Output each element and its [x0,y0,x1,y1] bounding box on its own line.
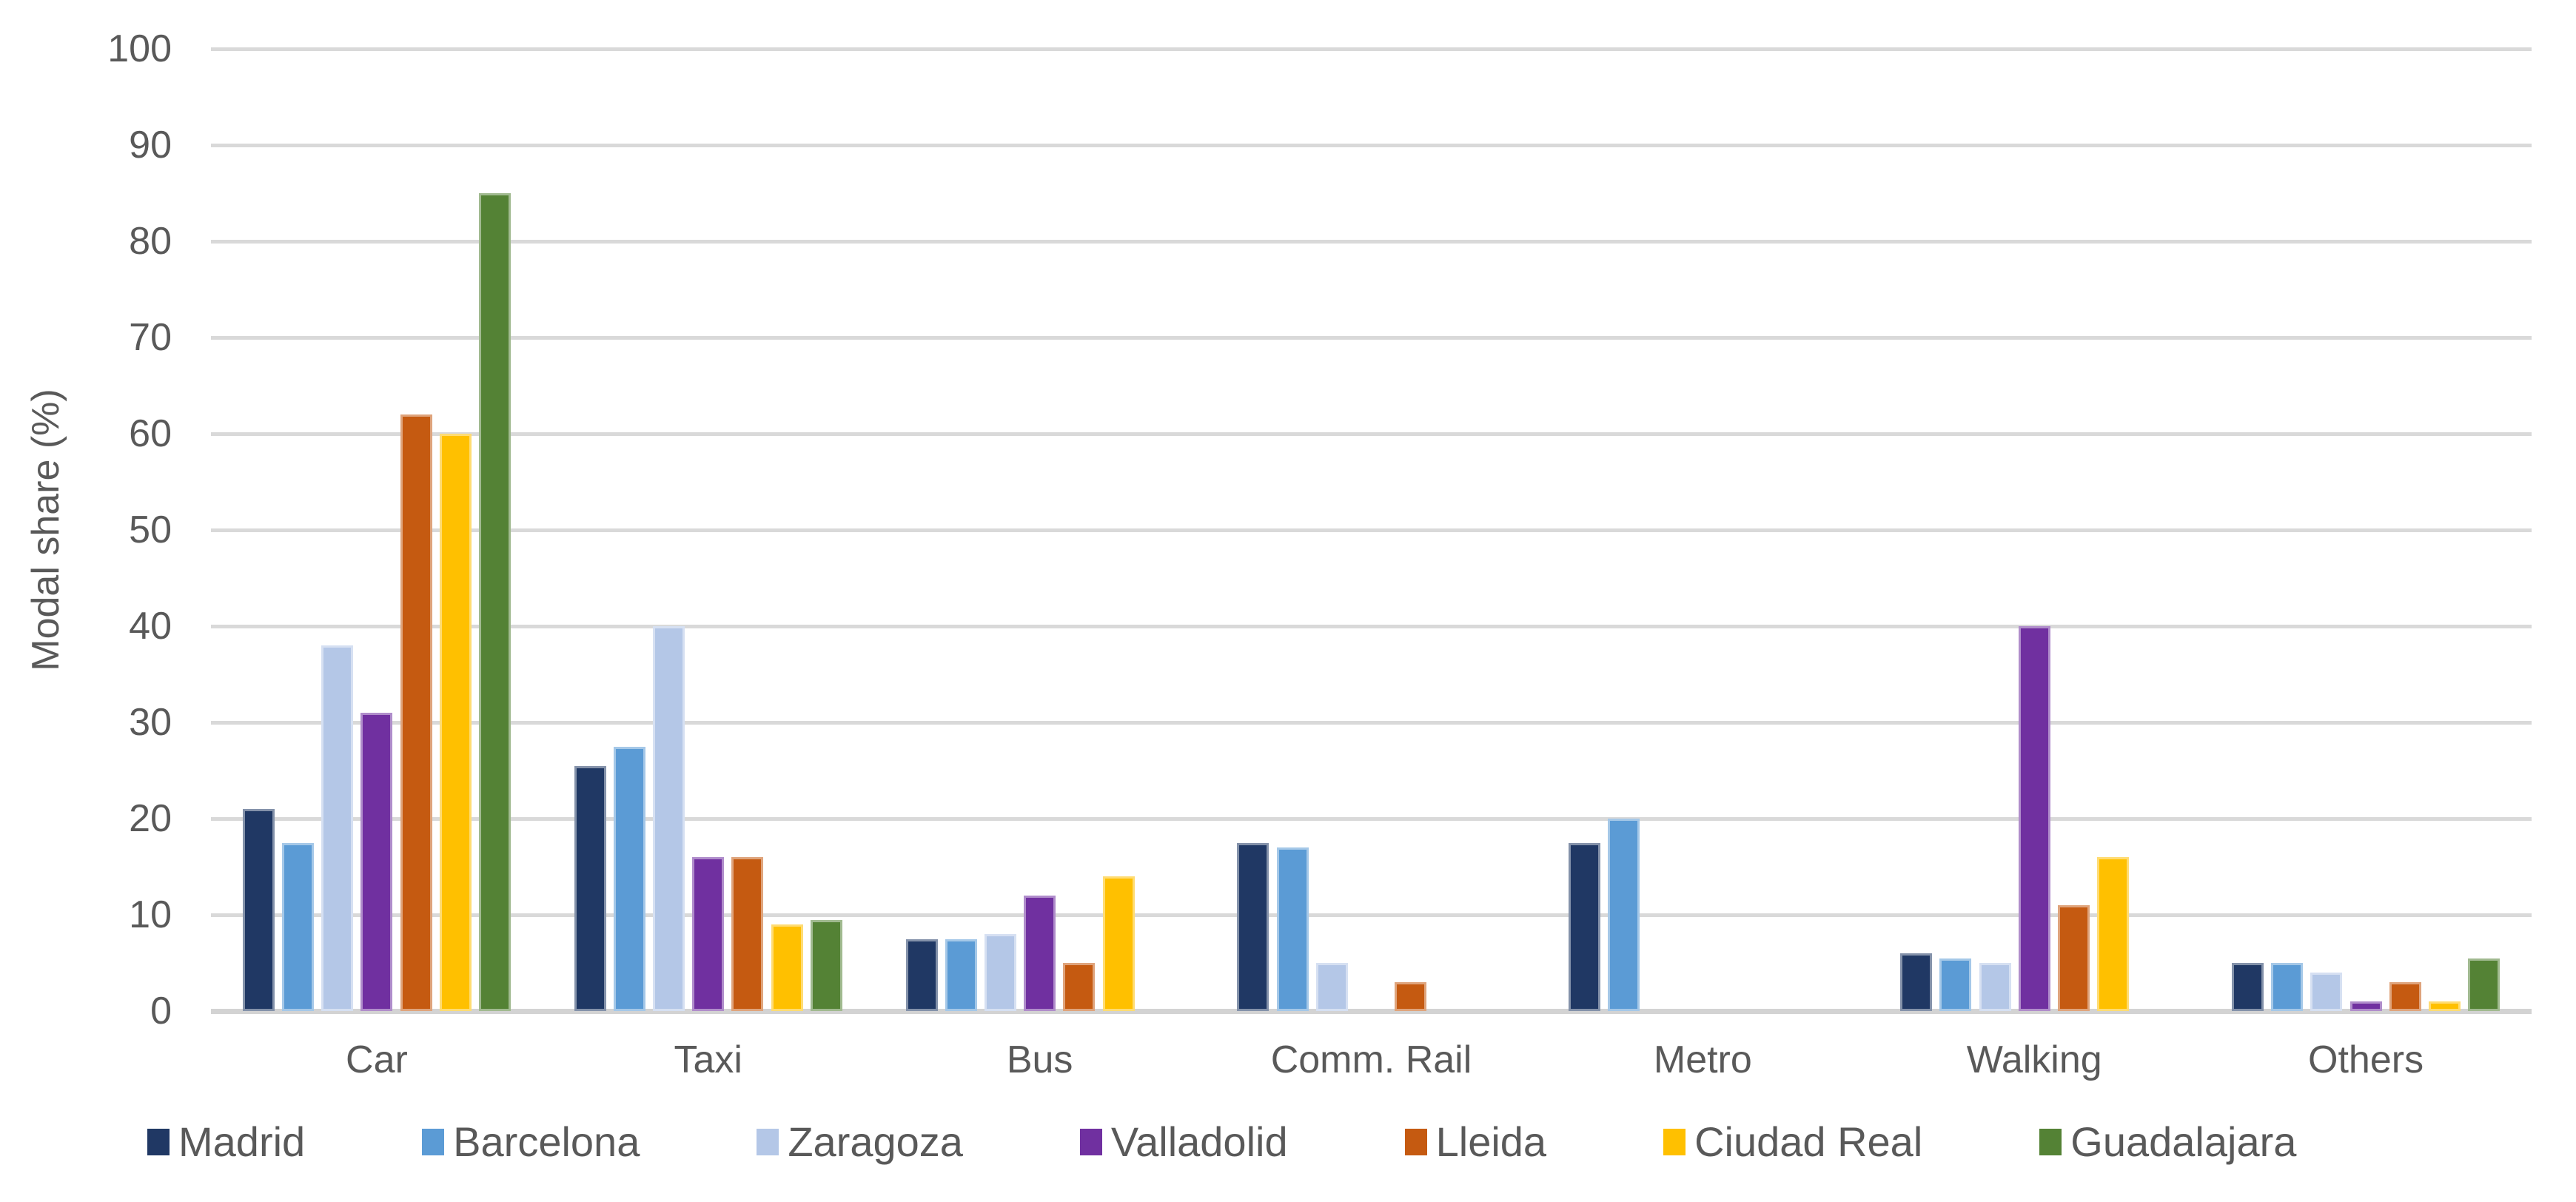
legend-item-valladolid: Valladolid [1079,1118,1288,1166]
y-tick-label-60: 60 [129,412,172,455]
bar-madrid-bus [905,939,938,1011]
gridline-80 [211,240,2532,244]
legend-item-ciudad-real: Ciudad Real [1663,1118,1922,1166]
x-axis-label-walking: Walking [1966,1038,2102,1081]
gridline-40 [211,625,2532,628]
x-axis-label-bus: Bus [1006,1038,1073,1081]
legend-item-lleida: Lleida [1404,1118,1547,1166]
bar-barcelona-bus [945,939,977,1011]
bar-valladolid-others [2349,1001,2382,1011]
legend-item-madrid: Madrid [147,1118,305,1166]
legend-item-guadalajara: Guadalajara [2039,1118,2296,1166]
bar-ciudad-real-walking [2097,857,2130,1011]
bar-zaragoza-walking [1979,963,2011,1011]
bar-lleida-comm-rail [1395,982,1427,1011]
legend-label-valladolid: Valladolid [1110,1118,1288,1165]
gridline-60 [211,432,2532,436]
bar-valladolid-walking [2018,626,2050,1011]
bar-valladolid-bus [1024,896,1056,1011]
gridline-30 [211,721,2532,725]
gridline-10 [211,913,2532,917]
bar-madrid-car [242,809,275,1011]
legend: Madrid Barcelona Zaragoza Valladolid Lleida C… [147,1118,2296,1166]
legend-item-barcelona: Barcelona [422,1118,640,1166]
bar-guadalajara-others [2468,958,2500,1011]
y-tick-label-70: 70 [129,316,172,359]
bar-guadalajara-taxi [810,919,842,1011]
y-tick-label-50: 50 [129,508,172,551]
legend-swatch-zaragoza [757,1128,779,1155]
legend-swatch-ciudad-real [1663,1128,1686,1155]
bar-lleida-taxi [731,857,764,1011]
bar-zaragoza-others [2310,973,2343,1011]
legend-label-ciudad-real: Ciudad Real [1694,1118,1923,1165]
legend-label-guadalajara: Guadalajara [2070,1118,2297,1165]
x-axis-line [211,1009,2532,1014]
bar-zaragoza-car [321,645,354,1011]
y-tick-label-80: 80 [129,220,172,263]
legend-label-barcelona: Barcelona [453,1118,640,1165]
legend-swatch-guadalajara [2039,1128,2062,1155]
legend-swatch-barcelona [422,1128,445,1155]
bar-madrid-comm-rail [1237,842,1269,1011]
legend-label-lleida: Lleida [1435,1118,1547,1165]
y-tick-label-0: 0 [150,990,172,1033]
x-axis-label-taxi: Taxi [674,1038,742,1081]
bar-madrid-others [2231,963,2264,1011]
bar-madrid-walking [1900,953,1933,1011]
gridline-20 [211,817,2532,821]
y-tick-label-20: 20 [129,797,172,840]
bar-barcelona-taxi [613,746,645,1011]
bar-zaragoza-taxi [653,626,685,1011]
legend-swatch-lleida [1404,1128,1427,1155]
gridline-100 [211,47,2532,51]
legend-swatch-madrid [147,1128,170,1155]
bar-valladolid-taxi [692,857,725,1011]
gridline-50 [211,528,2532,532]
bar-lleida-car [400,414,432,1011]
bar-barcelona-car [282,842,315,1011]
bar-ciudad-real-taxi [771,924,803,1011]
bar-ciudad-real-car [439,434,472,1011]
bar-madrid-metro [1569,842,1601,1011]
y-tick-label-90: 90 [129,124,172,167]
legend-item-zaragoza: Zaragoza [757,1118,963,1166]
legend-label-madrid: Madrid [178,1118,306,1165]
x-axis-label-metro: Metro [1653,1038,1752,1081]
y-tick-label-40: 40 [129,605,172,648]
bar-madrid-taxi [574,765,606,1011]
bar-lleida-others [2389,982,2421,1011]
bar-ciudad-real-bus [1102,876,1135,1011]
legend-label-zaragoza: Zaragoza [788,1118,963,1165]
y-tick-label-10: 10 [129,893,172,936]
x-axis-label-comm-rail: Comm. Rail [1270,1038,1472,1081]
x-axis-label-others: Others [2308,1038,2424,1081]
bar-ciudad-real-others [2428,1001,2461,1011]
bar-lleida-walking [2057,905,2090,1011]
y-tick-label-100: 100 [107,27,172,70]
bar-valladolid-car [360,713,393,1011]
x-axis-label-car: Car [346,1038,408,1081]
bar-barcelona-walking [1939,958,1972,1011]
bar-barcelona-comm-rail [1276,847,1309,1011]
bar-barcelona-others [2271,963,2304,1011]
bar-lleida-bus [1063,963,1096,1011]
bar-barcelona-metro [1608,819,1640,1011]
y-tick-label-30: 30 [129,701,172,744]
bar-zaragoza-comm-rail [1315,963,1348,1011]
legend-swatch-valladolid [1079,1128,1102,1155]
gridline-90 [211,144,2532,147]
bar-zaragoza-bus [984,934,1016,1011]
gridline-70 [211,336,2532,340]
bar-guadalajara-car [479,193,511,1011]
